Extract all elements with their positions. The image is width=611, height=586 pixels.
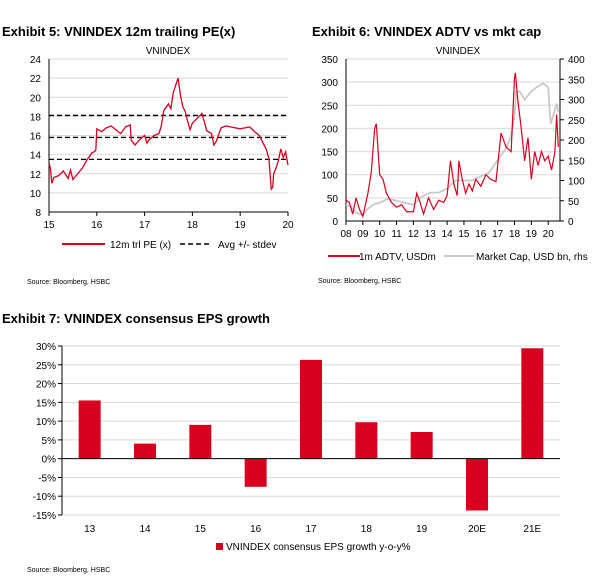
exhibit-6-chart: Exhibit 6: VNINDEX ADTV vs mkt cap VNIND… (312, 24, 588, 285)
y-tick-label: 300 (321, 78, 338, 89)
x-tick-label: 13 (425, 229, 437, 240)
y-tick-label: 15% (36, 398, 56, 409)
x-tick-label: 16 (250, 524, 262, 535)
x-tick-label: 20E (468, 524, 486, 535)
x-tick-label: 15 (458, 229, 470, 240)
exhibit-6-subtitle: VNINDEX (436, 46, 481, 57)
y2-tick-label: 50 (568, 197, 580, 208)
exhibit-5-source: Source: Bloomberg, HSBC (27, 279, 110, 286)
x-tick-label: 17 (139, 220, 151, 231)
bar-20E (466, 458, 488, 511)
y-tick-label: -15% (33, 511, 56, 522)
x-tick-label: 17 (305, 524, 317, 535)
bar-18 (355, 422, 378, 459)
y-tick-label: 12 (30, 170, 42, 181)
y-tick-label: 25% (36, 361, 56, 372)
x-tick-label: 10 (374, 229, 386, 240)
x-tick-label: 19 (235, 220, 247, 231)
y-tick-label: 22 (30, 74, 42, 85)
x-tick-label: 16 (475, 229, 487, 240)
y2-tick-label: 250 (568, 116, 585, 127)
y-tick-label: 30% (36, 342, 56, 353)
bar-17 (300, 359, 322, 459)
x-tick-label: 15 (43, 220, 55, 231)
x-tick-label: 19 (526, 229, 538, 240)
exhibit-6-title: Exhibit 6: VNINDEX ADTV vs mkt cap (312, 24, 541, 39)
y-tick-label: 200 (321, 124, 338, 135)
y2-tick-label: 0 (568, 217, 574, 228)
exhibit-6-source: Source: Bloomberg, HSBC (318, 278, 401, 285)
x-tick-label: 21E (523, 524, 541, 535)
y-tick-label: 14 (30, 151, 42, 162)
y2-tick-label: 100 (568, 177, 585, 188)
x-tick-label: 18 (187, 220, 199, 231)
y-tick-label: 20 (30, 93, 42, 104)
y-tick-label: 8 (35, 208, 41, 219)
x-tick-label: 09 (357, 229, 369, 240)
x-tick-label: 16 (91, 220, 103, 231)
x-tick-label: 19 (416, 524, 428, 535)
exhibit-7-chart: Exhibit 7: VNINDEX consensus EPS growth … (2, 311, 560, 574)
x-tick-label: 20 (282, 220, 294, 231)
y-tick-label: 250 (321, 101, 338, 112)
y-tick-label: -5% (38, 473, 56, 484)
y-tick-label: 18 (30, 112, 42, 123)
bar-21E (521, 348, 544, 459)
legend-eps-label: VNINDEX consensus EPS growth y-o-y% (226, 542, 411, 553)
y-tick-label: 150 (321, 148, 338, 159)
y-tick-label: 20% (36, 380, 56, 391)
exhibit-7-source: Source: Bloomberg, HSBC (27, 567, 110, 574)
exhibit-5-title: Exhibit 5: VNINDEX 12m trailing PE(x) (2, 24, 235, 39)
y-tick-label: 10 (30, 189, 42, 200)
x-tick-label: 18 (361, 524, 373, 535)
y-tick-label: 50 (327, 194, 339, 205)
y-tick-label: 5% (42, 436, 57, 447)
bar-16 (244, 458, 267, 487)
x-tick-label: 15 (195, 524, 207, 535)
legend-mcap-label: Market Cap, USD bn, rhs (476, 252, 588, 263)
legend-eps-swatch (216, 543, 223, 550)
y-tick-label: 16 (30, 132, 42, 143)
x-tick-label: 14 (139, 524, 151, 535)
bar-13 (78, 400, 101, 459)
x-tick-label: 18 (509, 229, 521, 240)
y2-tick-label: 200 (568, 136, 585, 147)
y-tick-label: 0 (332, 217, 338, 228)
x-tick-label: 11 (391, 229, 402, 240)
exhibit-5-subtitle: VNINDEX (146, 46, 191, 57)
y-tick-label: 24 (30, 55, 42, 66)
legend-pe-label: 12m trl PE (x) (110, 240, 171, 251)
y-tick-label: 350 (321, 55, 338, 66)
y-tick-label: -10% (33, 492, 56, 503)
exhibit-5-chart: Exhibit 5: VNINDEX 12m trailing PE(x) VN… (2, 24, 294, 286)
legend-stdev-label: Avg +/- stdev (218, 240, 276, 251)
y2-tick-label: 400 (568, 55, 585, 66)
x-tick-label: 13 (84, 524, 96, 535)
y2-tick-label: 150 (568, 156, 585, 167)
x-tick-label: 20 (543, 229, 555, 240)
x-tick-label: 17 (492, 229, 504, 240)
adtv-line (345, 72, 559, 219)
x-tick-label: 08 (340, 229, 352, 240)
exhibit-7-title: Exhibit 7: VNINDEX consensus EPS growth (2, 311, 270, 326)
bar-19 (410, 432, 433, 459)
bar-15 (189, 424, 212, 459)
y-tick-label: 0% (42, 455, 57, 466)
x-tick-label: 12 (408, 229, 420, 240)
pe-line (48, 77, 289, 191)
y2-tick-label: 350 (568, 75, 585, 86)
mcap-line (345, 82, 560, 216)
legend-adtv-label: 1m ADTV, USDm (359, 252, 436, 263)
bar-14 (134, 443, 156, 459)
y2-tick-label: 300 (568, 96, 585, 107)
y-tick-label: 100 (321, 171, 338, 182)
x-tick-label: 14 (442, 229, 454, 240)
y-tick-label: 10% (36, 417, 56, 428)
